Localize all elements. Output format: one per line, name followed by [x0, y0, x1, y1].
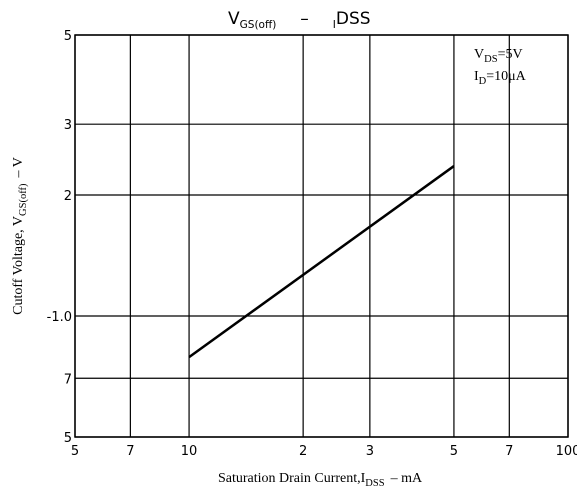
x-tick-label: 7 [126, 444, 134, 459]
x-tick-label: 5 [71, 444, 79, 459]
chart-title-part: – [300, 9, 309, 29]
annotation: ID=10μA [474, 69, 527, 87]
annotation-part: I [474, 69, 479, 84]
x-tick-label: 100 [556, 444, 577, 459]
y-tick-label: 2 [64, 189, 72, 204]
annotation-part: =5V [498, 47, 523, 62]
y-axis-label: Cutoff Voltage, VGS(off) – V [11, 157, 29, 315]
y-tick-label: 7 [64, 372, 72, 387]
y-axis-label-part: Cutoff Voltage, V [11, 216, 26, 315]
x-tick-label: 10 [181, 444, 198, 459]
y-tick-label: 5 [64, 29, 72, 44]
annotation: VDS=5V [474, 47, 523, 65]
x-tick-label: 7 [505, 444, 513, 459]
y-tick-label: -1.0 [47, 310, 72, 325]
y-axis-label-part: GS(off) [18, 183, 29, 216]
annotation-part: D [479, 76, 487, 87]
annotation-part: =10μA [486, 69, 526, 84]
annotation-part: DS [484, 54, 498, 65]
plot-frame [74, 34, 569, 438]
x-tick-label: 5 [450, 444, 458, 459]
y-tick-label: 3 [64, 118, 72, 133]
annotation-part: V [474, 47, 484, 62]
x-tick-label: 2 [299, 444, 307, 459]
x-axis-label: Saturation Drain Current,IDSS – mA [218, 471, 423, 489]
x-axis-label-part: DSS [365, 478, 384, 489]
x-tick-label: 3 [366, 444, 374, 459]
y-axis-label-part: – V [11, 157, 26, 178]
x-axis-label-part: – mA [390, 471, 423, 486]
x-axis-label-part: Saturation Drain Current,I [218, 471, 366, 486]
chart-title-part: DSS [336, 9, 371, 29]
chart-title-part: V [228, 9, 240, 29]
chart-title-part: I [333, 19, 336, 31]
data-line [188, 165, 455, 359]
chart-title-part: GS(off) [240, 19, 277, 31]
chart-title: VGS(off) – IDSS [228, 9, 371, 31]
y-tick-label: 5 [64, 431, 72, 446]
